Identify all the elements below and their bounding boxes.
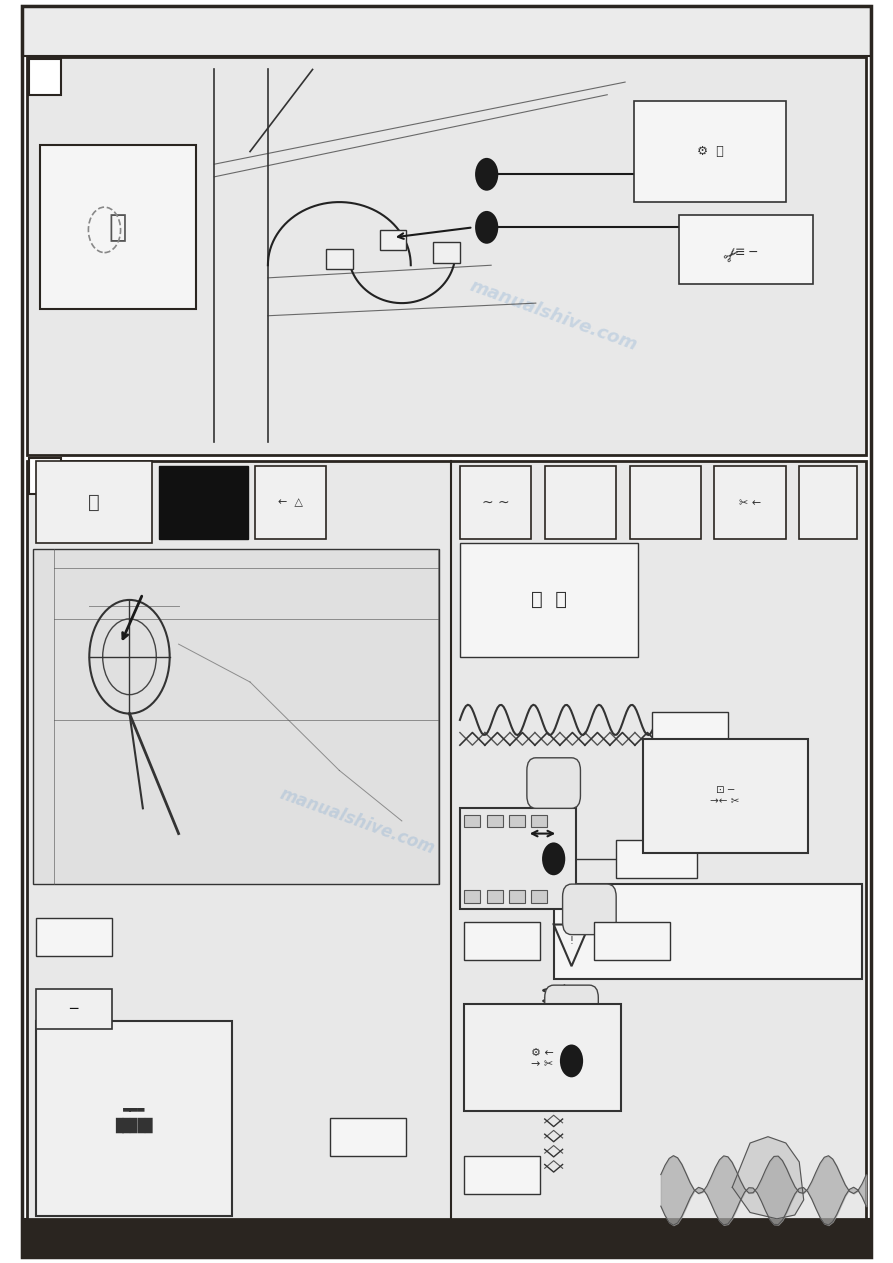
Bar bbox=[487, 815, 503, 827]
Bar bbox=[464, 922, 540, 960]
FancyBboxPatch shape bbox=[545, 985, 598, 1036]
Text: manualshive.com: manualshive.com bbox=[277, 784, 438, 858]
Bar bbox=[799, 466, 857, 539]
Bar bbox=[255, 466, 326, 539]
Circle shape bbox=[475, 211, 498, 244]
Bar bbox=[616, 840, 697, 878]
Bar bbox=[36, 1021, 232, 1216]
Text: 🚗: 🚗 bbox=[109, 213, 127, 241]
Circle shape bbox=[542, 842, 565, 875]
Bar bbox=[634, 101, 786, 202]
Text: ECTRONICS: ECTRONICS bbox=[367, 1118, 615, 1156]
Text: ⚙  🔩: ⚙ 🔩 bbox=[697, 145, 723, 158]
Bar bbox=[460, 543, 638, 657]
Text: 7: 7 bbox=[165, 221, 281, 385]
Bar bbox=[714, 466, 786, 539]
Text: ⚙ ←
→ ✂: ⚙ ← → ✂ bbox=[530, 1047, 554, 1070]
Bar bbox=[40, 145, 196, 309]
Bar bbox=[545, 466, 616, 539]
Text: ←  △: ← △ bbox=[278, 498, 303, 508]
Bar bbox=[159, 466, 248, 539]
Bar bbox=[531, 815, 547, 827]
Text: ▬▬▬
█████: ▬▬▬ █████ bbox=[115, 1103, 153, 1133]
Bar bbox=[464, 890, 480, 903]
Text: 8: 8 bbox=[616, 759, 723, 908]
Text: manualshive.com: manualshive.com bbox=[467, 277, 640, 355]
Bar bbox=[433, 242, 460, 263]
Bar bbox=[36, 461, 152, 543]
Bar bbox=[509, 815, 525, 827]
Bar bbox=[630, 466, 701, 539]
Text: 8: 8 bbox=[478, 221, 594, 385]
Bar bbox=[27, 57, 866, 455]
Bar bbox=[22, 1219, 871, 1257]
Bar bbox=[29, 59, 61, 95]
FancyBboxPatch shape bbox=[563, 884, 616, 935]
Text: ✂: ✂ bbox=[720, 242, 745, 268]
Bar bbox=[554, 884, 862, 979]
Bar bbox=[33, 549, 439, 884]
Bar bbox=[652, 712, 728, 748]
Bar bbox=[27, 461, 866, 1219]
Circle shape bbox=[560, 1045, 583, 1077]
Text: 〈  〉: 〈 〉 bbox=[531, 590, 567, 610]
Bar bbox=[652, 758, 728, 793]
Bar bbox=[509, 890, 525, 903]
Text: ⊡ ─
→← ✂: ⊡ ─ →← ✂ bbox=[710, 784, 740, 807]
Bar bbox=[464, 1156, 540, 1194]
Bar bbox=[679, 215, 813, 284]
Bar bbox=[464, 1004, 621, 1111]
Text: 7: 7 bbox=[171, 759, 276, 908]
Bar bbox=[487, 890, 503, 903]
Bar bbox=[594, 922, 670, 960]
Text: ✂ ←: ✂ ← bbox=[739, 498, 761, 508]
Text: EL: EL bbox=[187, 1085, 260, 1138]
Bar bbox=[380, 230, 406, 250]
Bar bbox=[531, 890, 547, 903]
Text: ~ ~: ~ ~ bbox=[482, 495, 509, 510]
Circle shape bbox=[475, 158, 498, 191]
Bar bbox=[460, 808, 576, 909]
Bar bbox=[36, 918, 112, 956]
Bar bbox=[22, 6, 871, 56]
Bar bbox=[460, 466, 531, 539]
Bar bbox=[643, 739, 808, 853]
Bar bbox=[464, 815, 480, 827]
Text: ─: ─ bbox=[69, 1002, 78, 1017]
Bar bbox=[36, 989, 112, 1029]
Text: 🚗: 🚗 bbox=[88, 493, 100, 513]
Bar bbox=[29, 458, 61, 494]
Polygon shape bbox=[732, 1137, 804, 1219]
Text: !: ! bbox=[570, 936, 573, 946]
FancyBboxPatch shape bbox=[527, 758, 580, 808]
Text: ≡ ─: ≡ ─ bbox=[735, 246, 756, 259]
Bar bbox=[330, 1118, 406, 1156]
Bar bbox=[326, 249, 353, 269]
